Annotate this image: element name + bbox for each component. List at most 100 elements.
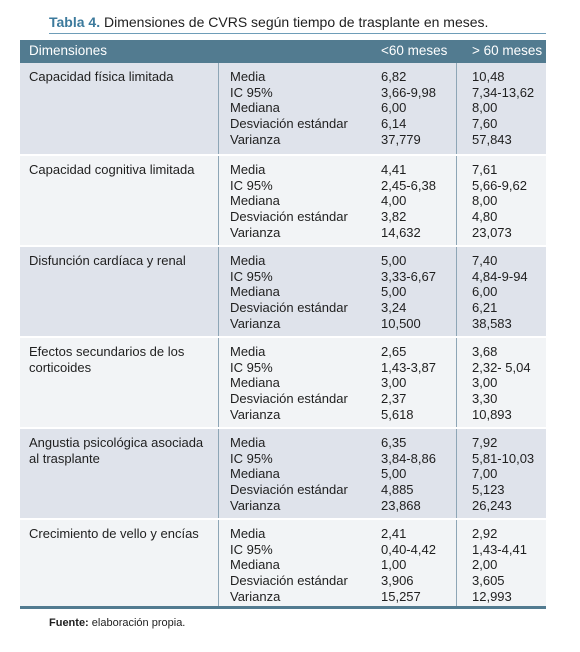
column-divider (456, 520, 457, 609)
stat-label: Mediana (230, 193, 280, 209)
cell-value: 3,33-6,67 (381, 268, 436, 284)
cell-value: 6,14 (381, 116, 407, 132)
cell-value: 5,123 (472, 482, 505, 498)
table-row-group: Angustia psicológica asociada al traspla… (20, 427, 546, 518)
stat-label: Mediana (230, 100, 280, 116)
column-divider (218, 247, 219, 336)
stat-labels: Media IC 95% Mediana Desviación estándar… (230, 344, 348, 422)
stat-label: Mediana (230, 284, 280, 300)
header-dimensions: Dimensiones (29, 43, 108, 58)
lt60-values: 6,35 3,84-8,86 5,00 4,885 23,868 (381, 435, 436, 513)
stat-label: Varianza (230, 224, 281, 240)
stat-label: IC 95% (230, 177, 273, 193)
caption-divider (49, 33, 546, 34)
cell-value: 10,500 (381, 315, 421, 331)
stat-label: Desviación estándar (230, 209, 348, 225)
header-lt60: <60 meses (381, 43, 448, 58)
data-table: Dimensiones <60 meses > 60 meses Capacid… (20, 40, 546, 609)
stat-label: Desviación estándar (230, 300, 348, 316)
stat-labels: Media IC 95% Mediana Desviación estándar… (230, 435, 348, 513)
stat-label: Varianza (230, 406, 281, 422)
table-row-group: Crecimiento de vello y encías Media IC 9… (20, 518, 546, 609)
column-divider (218, 429, 219, 518)
source-note: Fuente: elaboración propia. (49, 617, 185, 629)
stat-label: IC 95% (230, 268, 273, 284)
column-divider (456, 63, 457, 154)
cell-value: 6,21 (472, 300, 498, 316)
gt60-values: 3,68 2,32- 5,04 3,00 3,30 10,893 (472, 344, 531, 422)
lt60-values: 2,65 1,43-3,87 3,00 2,37 5,618 (381, 344, 436, 422)
stat-label: IC 95% (230, 84, 273, 100)
cell-value: 1,43-4,41 (472, 541, 527, 557)
stat-labels: Media IC 95% Mediana Desviación estándar… (230, 69, 348, 147)
lt60-values: 5,00 3,33-6,67 5,00 3,24 10,500 (381, 253, 436, 331)
stat-label: IC 95% (230, 359, 273, 375)
stat-labels: Media IC 95% Mediana Desviación estándar… (230, 526, 348, 604)
column-divider (456, 429, 457, 518)
table-row-group: Disfunción cardíaca y renal Media IC 95%… (20, 245, 546, 336)
column-divider (218, 156, 219, 245)
stat-label: Mediana (230, 466, 280, 482)
cell-value: 8,00 (472, 100, 498, 116)
cell-value: 23,868 (381, 497, 421, 513)
cell-value: 3,24 (381, 300, 407, 316)
dimension-name: Angustia psicológica asociada al traspla… (29, 435, 204, 466)
cell-value: 3,84-8,86 (381, 450, 436, 466)
stat-label: Media (230, 344, 266, 359)
column-divider (218, 63, 219, 154)
gt60-values: 2,92 1,43-4,41 2,00 3,605 12,993 (472, 526, 527, 604)
cell-value: 8,00 (472, 193, 498, 209)
column-divider (456, 247, 457, 336)
stat-labels: Media IC 95% Mediana Desviación estándar… (230, 253, 348, 331)
cell-value: 6,82 (381, 69, 407, 84)
cell-value: 0,40-4,42 (381, 541, 436, 557)
gt60-values: 7,92 5,81-10,03 7,00 5,123 26,243 (472, 435, 534, 513)
cell-value: 37,779 (381, 131, 421, 147)
cell-value: 2,32- 5,04 (472, 359, 531, 375)
cell-value: 10,48 (472, 69, 505, 84)
table-row-group: Efectos secundarios de los corticoides M… (20, 336, 546, 427)
cell-value: 3,82 (381, 209, 407, 225)
cell-value: 3,00 (381, 375, 407, 391)
dimension-name: Capacidad cognitiva limitada (29, 162, 195, 177)
cell-value: 6,35 (381, 435, 407, 450)
cell-value: 4,885 (381, 482, 414, 498)
stat-label: Desviación estándar (230, 116, 348, 132)
cell-value: 7,40 (472, 253, 498, 268)
stat-label: Varianza (230, 131, 281, 147)
cell-value: 2,41 (381, 526, 407, 541)
stat-label: Mediana (230, 375, 280, 391)
stat-label: Desviación estándar (230, 391, 348, 407)
cell-value: 38,583 (472, 315, 512, 331)
cell-value: 6,00 (381, 100, 407, 116)
stat-label: Desviación estándar (230, 482, 348, 498)
gt60-values: 7,61 5,66-9,62 8,00 4,80 23,073 (472, 162, 527, 240)
caption-text: Dimensiones de CVRS según tiempo de tras… (103, 14, 489, 30)
cell-value: 3,906 (381, 573, 414, 589)
cell-value: 3,30 (472, 391, 498, 407)
table-bottom-rule (20, 606, 546, 609)
source-text: elaboración propia. (91, 617, 186, 629)
column-divider (218, 520, 219, 609)
cell-value: 3,66-9,98 (381, 84, 436, 100)
cell-value: 57,843 (472, 131, 512, 147)
cell-value: 5,00 (381, 253, 407, 268)
cell-value: 4,41 (381, 162, 407, 177)
cell-value: 5,00 (381, 466, 407, 482)
cell-value: 7,00 (472, 466, 498, 482)
cell-value: 5,81-10,03 (472, 450, 535, 466)
stat-label: Varianza (230, 588, 281, 604)
gt60-values: 7,40 4,84-9-94 6,00 6,21 38,583 (472, 253, 528, 331)
cell-value: 2,00 (472, 557, 498, 573)
cell-value: 1,00 (381, 557, 407, 573)
cell-value: 3,605 (472, 573, 505, 589)
source-label: Fuente: (49, 617, 89, 629)
cell-value: 2,92 (472, 526, 498, 541)
stat-label: Varianza (230, 315, 281, 331)
gt60-values: 10,48 7,34-13,62 8,00 7,60 57,843 (472, 69, 534, 147)
table-caption: Tabla 4. Dimensiones de CVRS según tiemp… (49, 13, 488, 31)
cell-value: 15,257 (381, 588, 421, 604)
cell-value: 4,80 (472, 209, 498, 225)
cell-value: 10,893 (472, 406, 512, 422)
caption-label: Tabla 4. (49, 14, 101, 30)
